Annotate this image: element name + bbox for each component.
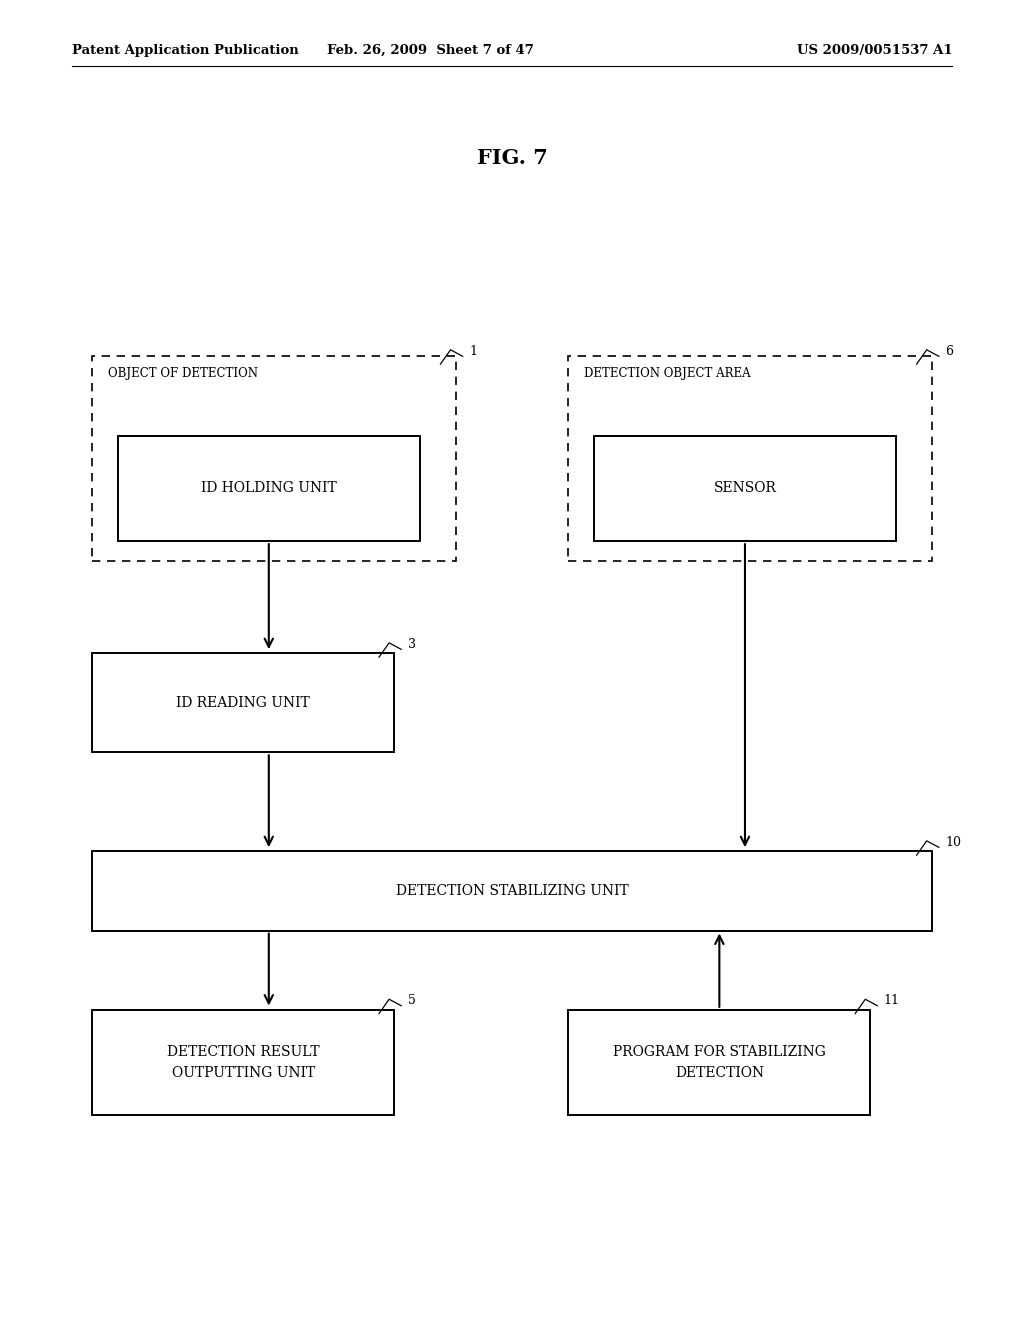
Bar	[92, 653, 394, 752]
Bar	[118, 436, 420, 541]
Text: DETECTION OBJECT AREA: DETECTION OBJECT AREA	[584, 367, 751, 380]
Text: DETECTION RESULT
OUTPUTTING UNIT: DETECTION RESULT OUTPUTTING UNIT	[167, 1045, 319, 1080]
Text: 10: 10	[945, 836, 962, 849]
Text: DETECTION STABILIZING UNIT: DETECTION STABILIZING UNIT	[395, 884, 629, 898]
Text: Patent Application Publication: Patent Application Publication	[72, 44, 298, 57]
Text: Feb. 26, 2009  Sheet 7 of 47: Feb. 26, 2009 Sheet 7 of 47	[327, 44, 534, 57]
Text: 3: 3	[408, 638, 416, 651]
Bar	[92, 1010, 394, 1115]
Text: US 2009/0051537 A1: US 2009/0051537 A1	[797, 44, 952, 57]
Text: 11: 11	[884, 994, 900, 1007]
Text: FIG. 7: FIG. 7	[476, 148, 548, 169]
Text: 6: 6	[945, 345, 953, 358]
Bar	[568, 1010, 870, 1115]
Text: SENSOR: SENSOR	[714, 482, 776, 495]
Bar	[92, 356, 456, 561]
Text: PROGRAM FOR STABILIZING
DETECTION: PROGRAM FOR STABILIZING DETECTION	[613, 1045, 825, 1080]
Text: ID READING UNIT: ID READING UNIT	[176, 696, 310, 710]
Bar	[92, 851, 932, 931]
Text: OBJECT OF DETECTION: OBJECT OF DETECTION	[108, 367, 257, 380]
Bar	[568, 356, 932, 561]
Text: 1: 1	[469, 345, 477, 358]
Text: 5: 5	[408, 994, 416, 1007]
Bar	[594, 436, 896, 541]
Text: ID HOLDING UNIT: ID HOLDING UNIT	[201, 482, 337, 495]
